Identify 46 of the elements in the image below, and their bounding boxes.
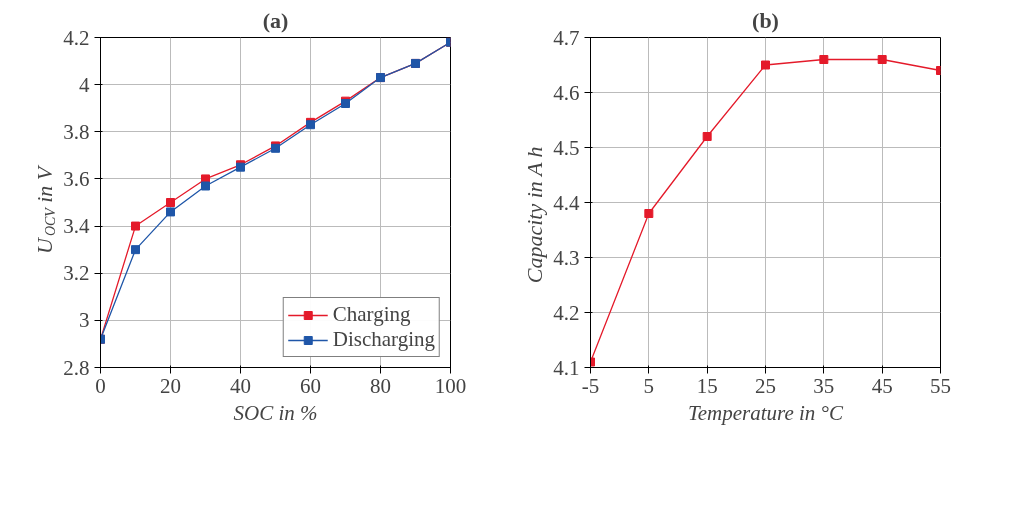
x-tick-label: 15 (696, 373, 718, 398)
x-tick-label: 25 (755, 373, 776, 398)
x-tick-label: 60 (300, 373, 321, 398)
x-tick-label: 20 (160, 373, 181, 398)
x-axis-title: SOC in % (233, 400, 318, 425)
y-axis-title: Capacity in A h (521, 146, 547, 284)
y-tick-label: 4.1 (553, 355, 580, 380)
point (761, 60, 770, 70)
point (131, 245, 140, 255)
point (166, 207, 175, 217)
x-tick-label: 35 (813, 373, 835, 398)
legend-label: Charging (332, 302, 411, 327)
x-tick-label: 5 (643, 373, 655, 398)
chart-title: (b) (752, 7, 779, 33)
y-tick-label: 3.8 (63, 119, 90, 144)
legend-label: Discharging (332, 327, 435, 352)
x-tick-label: 45 (871, 373, 893, 398)
y-tick-label: 4.6 (553, 80, 580, 105)
x-tick-label: 100 (434, 373, 467, 398)
x-axis-title: Temperature in °C (687, 400, 844, 425)
y-tick-label: 4.4 (553, 190, 580, 215)
y-tick-label: 4 (79, 72, 90, 97)
x-tick-label: 80 (370, 373, 391, 398)
x-tick-label: -5 (581, 373, 600, 398)
y-tick-label: 4.2 (553, 300, 580, 325)
y-tick-label: 2.8 (63, 355, 90, 380)
point (877, 55, 887, 64)
point (131, 221, 140, 231)
chart-title: (a) (262, 7, 289, 33)
x-tick-label: 55 (930, 373, 951, 398)
x-tick-label: 40 (230, 373, 251, 398)
y-tick-label: 3.2 (63, 261, 90, 286)
x-tick-label: 0 (95, 373, 106, 398)
point (644, 209, 654, 218)
y-tick-label: 3.4 (63, 214, 90, 239)
point (166, 198, 175, 207)
y-tick-label: 4.7 (553, 25, 580, 50)
y-tick-label: 4.2 (63, 25, 90, 50)
point (201, 181, 210, 191)
point (819, 55, 829, 64)
y-tick-label: 4.5 (553, 135, 580, 160)
y-tick-label: 3 (79, 308, 90, 333)
point (702, 132, 712, 141)
y-tick-label: 3.6 (63, 166, 90, 191)
y-tick-label: 4.3 (553, 245, 580, 270)
y-axis-title: UOCV in V (31, 164, 59, 254)
